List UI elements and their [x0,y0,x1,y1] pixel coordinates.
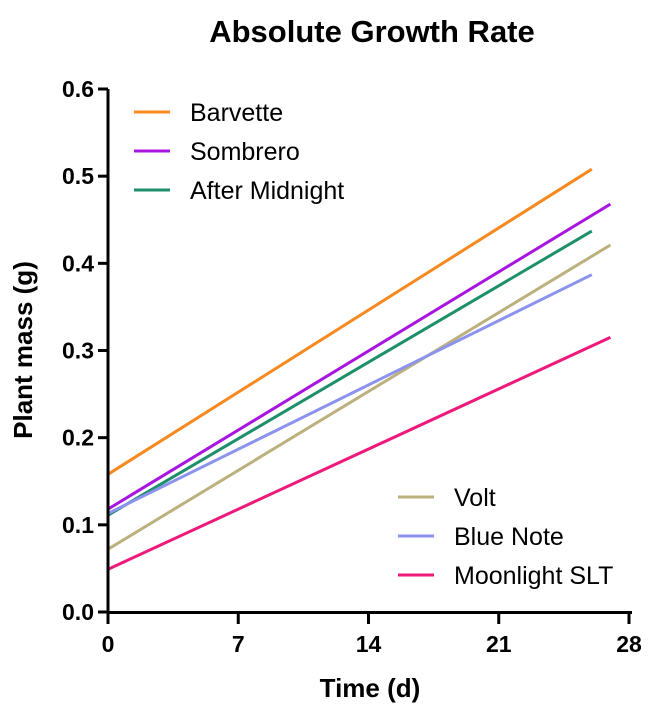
x-tick-label: 0 [102,631,115,657]
y-tick-label: 0.1 [62,512,94,538]
legend-bottom-right: Volt Blue Note Moonlight SLT [398,484,613,590]
plot-lines [107,167,612,571]
chart-title: Absolute Growth Rate [209,14,535,49]
legend-label-sombrero: Sombrero [190,138,300,166]
legend-label-volt: Volt [454,484,496,512]
legend-label-barvette: Barvette [190,99,283,127]
y-tick-label: 0.0 [62,599,94,625]
y-tick-label: 0.3 [62,338,94,364]
x-tick-label: 28 [616,631,642,657]
legend-label-moonlight-slt: Moonlight SLT [454,562,613,590]
y-tick-label: 0.5 [62,163,94,189]
series-line-after-midnight [107,229,593,517]
legend-label-blue-note: Blue Note [454,523,564,551]
x-tick-label: 14 [356,631,382,657]
series-line-volt [107,243,612,551]
series-line-sombrero [107,202,612,511]
series-line-moonlight-slt [107,336,612,571]
x-tick-label: 7 [232,631,245,657]
y-tick-label: 0.2 [62,425,94,451]
x-tick-label: 21 [486,631,512,657]
y-axis-label: Plant mass (g) [8,261,38,439]
legend-top-left: Barvette Sombrero After Midnight [134,99,344,205]
series-line-blue-note [107,273,593,515]
y-tick-label: 0.6 [62,76,94,102]
x-ticks: 0 7 14 21 28 [102,612,642,657]
y-tick-label: 0.4 [62,250,94,276]
series-line-barvette [107,167,593,476]
legend-label-after-midnight: After Midnight [190,177,344,205]
y-ticks: 0.0 0.1 0.2 0.3 0.4 0.5 0.6 [62,76,108,625]
x-axis-label: Time (d) [320,673,421,703]
